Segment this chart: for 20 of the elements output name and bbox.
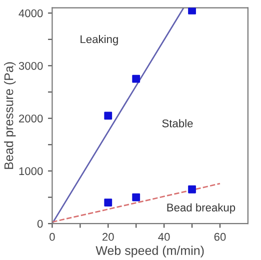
x-tick-label: 60 bbox=[214, 232, 226, 241]
annotation: Stable bbox=[162, 119, 193, 128]
x-axis-title: Web speed (m/min) bbox=[96, 246, 204, 258]
point bbox=[188, 185, 196, 194]
point bbox=[104, 112, 112, 120]
point bbox=[132, 74, 140, 83]
x-tick-label: 20 bbox=[102, 232, 114, 241]
annotation: Leaking bbox=[80, 34, 118, 46]
x-tick-label: 40 bbox=[158, 232, 170, 241]
y-tick-label: 4000 bbox=[18, 9, 43, 18]
point bbox=[104, 198, 112, 206]
annotation: Bead breakup bbox=[167, 203, 236, 214]
y-tick-label: 0 bbox=[37, 220, 43, 228]
y-tick-label: 1000 bbox=[19, 167, 43, 176]
point bbox=[132, 193, 140, 202]
y-tick-label: 3000 bbox=[18, 62, 43, 70]
x-tick-label: 0 bbox=[50, 232, 55, 241]
y-tick-label: 2000 bbox=[19, 114, 43, 122]
y-axis-title: Bead pressure (Pa) bbox=[4, 62, 16, 169]
point bbox=[188, 8, 196, 14]
